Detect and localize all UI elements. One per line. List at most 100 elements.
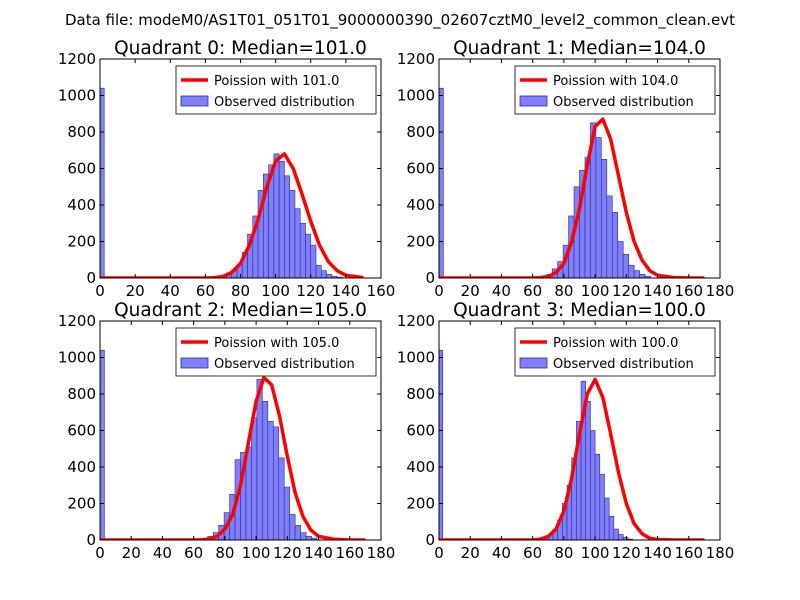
x-tick-label: 140 [643, 544, 672, 562]
legend-box [514, 327, 716, 377]
legend-box [175, 65, 377, 115]
legend-bar-swatch [519, 357, 548, 369]
x-tick-label: 180 [706, 544, 735, 562]
legend-bar-swatch [180, 95, 209, 107]
histogram-bar [278, 457, 285, 540]
quadrant-1-title: Quadrant 1: Median=104.0 [453, 38, 706, 59]
legend-bar-label: Observed distribution [553, 357, 694, 372]
quadrant-0-plot-area [100, 87, 364, 278]
histogram-bar [601, 159, 608, 278]
x-tick-label: 160 [367, 282, 396, 300]
x-tick-label: 140 [643, 282, 672, 300]
y-tick-label: 200 [406, 495, 435, 513]
x-tick-label: 160 [674, 282, 703, 300]
histogram-bar-zero [100, 87, 105, 278]
histogram-bar [595, 137, 602, 278]
y-tick-label: 1000 [397, 87, 435, 105]
histogram-bar [617, 241, 624, 278]
y-tick-label: 800 [67, 385, 96, 403]
x-tick-label: 120 [612, 544, 641, 562]
quadrant-2-title: Quadrant 2: Median=105.0 [114, 300, 367, 321]
y-tick-label: 400 [67, 196, 96, 214]
x-tick-label: 40 [161, 282, 180, 300]
histogram-bar [608, 515, 615, 540]
quadrant-2-legend: Poission with 105.0 Observed distribution [175, 327, 377, 377]
x-tick-label: 120 [296, 282, 325, 300]
x-tick-label: 180 [706, 282, 735, 300]
histogram-bar [273, 153, 280, 278]
x-tick-label: 100 [261, 282, 290, 300]
histogram-bar [305, 536, 312, 540]
histogram-bar [283, 486, 290, 540]
y-tick-label: 800 [406, 385, 435, 403]
x-tick-label: 160 [335, 544, 364, 562]
x-tick-label: 80 [231, 282, 250, 300]
x-tick-label: 40 [492, 544, 511, 562]
y-tick-label: 600 [67, 422, 96, 440]
y-tick-label: 200 [67, 495, 96, 513]
histogram-bar [299, 222, 306, 278]
legend-bar-swatch [180, 357, 209, 369]
histogram-bar [310, 244, 317, 278]
y-tick-label: 600 [67, 160, 96, 178]
x-tick-label: 100 [242, 544, 271, 562]
histogram-bar [294, 525, 301, 540]
histogram-bar [251, 417, 258, 540]
quadrant-0-panel: 0 20 40 60 80 100 120 140 160 0 200 400 600 800 1000 12… [58, 38, 396, 300]
x-tick-label: 80 [215, 544, 234, 562]
histogram-bar-zero [100, 349, 105, 540]
x-tick-label: 40 [492, 282, 511, 300]
y-tick-label: 800 [67, 123, 96, 141]
histogram-bar [326, 274, 333, 278]
y-tick-label: 0 [425, 531, 435, 549]
quadrant-3-legend: Poission with 100.0 Observed distribution [514, 327, 716, 377]
y-tick-label: 200 [406, 233, 435, 251]
x-tick-label: 180 [367, 544, 396, 562]
histogram-bar [267, 421, 274, 540]
y-tick-label: 1200 [58, 50, 96, 68]
x-tick-label: 80 [554, 282, 573, 300]
legend-bar-label: Observed distribution [214, 95, 355, 110]
histogram-bar [278, 160, 285, 278]
y-tick-label: 1200 [397, 312, 435, 330]
y-tick-label: 200 [67, 233, 96, 251]
legend-curve-label: Poission with 100.0 [553, 336, 678, 351]
x-tick-label: 80 [554, 544, 573, 562]
histogram-bar [606, 195, 613, 278]
x-tick-label: 60 [184, 544, 203, 562]
histogram-bar [315, 264, 322, 278]
x-tick-label: 0 [95, 282, 105, 300]
y-tick-label: 0 [425, 269, 435, 287]
histogram-bar [633, 270, 640, 278]
legend-bar-swatch [519, 95, 548, 107]
y-tick-label: 0 [86, 269, 96, 287]
y-tick-label: 0 [86, 531, 96, 549]
histogram-bar [628, 264, 635, 278]
legend-curve-label: Poission with 101.0 [214, 74, 339, 89]
legend-bar-label: Observed distribution [553, 95, 694, 110]
histogram-bar [622, 536, 629, 540]
histogram-bar [320, 270, 327, 278]
legend-bar-label: Observed distribution [214, 357, 355, 372]
quadrant-0-title: Quadrant 0: Median=101.0 [114, 38, 367, 59]
histogram-bar [613, 528, 619, 540]
y-tick-label: 1200 [58, 312, 96, 330]
histogram-bar [284, 175, 290, 278]
quadrant-1-plot-area [439, 87, 705, 278]
figure-title: Data file: modeM0/AS1T01_051T01_90000003… [65, 11, 735, 30]
y-tick-label: 600 [406, 160, 435, 178]
quadrant-1-legend: Poission with 104.0 Observed distribution [514, 65, 716, 115]
histogram-bar [272, 426, 280, 540]
x-tick-label: 20 [122, 544, 141, 562]
legend-box [175, 327, 377, 377]
y-tick-label: 1000 [58, 87, 96, 105]
histogram-bar [604, 497, 610, 540]
x-tick-label: 160 [674, 544, 703, 562]
x-tick-label: 120 [273, 544, 302, 562]
histogram-bar [639, 274, 646, 278]
x-tick-label: 120 [612, 282, 641, 300]
histogram-bar [618, 534, 624, 540]
x-tick-label: 0 [434, 282, 444, 300]
quadrant-3-panel: 0 20 40 60 80 100 120 140 160 180 0 200 400 600 800 100… [397, 300, 735, 562]
